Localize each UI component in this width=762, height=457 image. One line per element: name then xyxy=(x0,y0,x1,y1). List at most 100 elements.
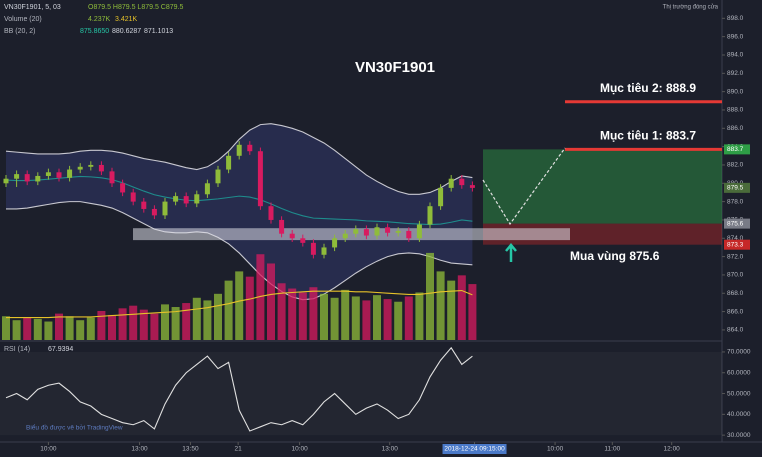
x-tick-label: 13:50 xyxy=(182,446,199,453)
volume-bar xyxy=(139,309,148,340)
x-tick-label: 10:00 xyxy=(291,446,308,453)
candle-body xyxy=(45,172,51,176)
y-tick-label: 872.0 xyxy=(727,253,744,260)
volume-bar xyxy=(97,310,106,340)
candle-body xyxy=(24,174,30,182)
candle-body xyxy=(35,175,41,182)
volume-bar xyxy=(447,280,456,340)
volume-bar xyxy=(309,287,318,340)
volume-bar xyxy=(277,283,286,340)
candle-body xyxy=(183,196,189,204)
candle-body xyxy=(342,233,348,239)
candle-body xyxy=(448,178,454,188)
volume-bar xyxy=(245,276,254,340)
volume-bar xyxy=(203,300,212,340)
y-tick-label: 888.0 xyxy=(727,107,744,114)
bb-upper-last: 880.6287 xyxy=(112,28,141,35)
y-tick-label: 890.0 xyxy=(727,88,744,95)
y-tick-label: 870.0 xyxy=(727,272,744,279)
candle-body xyxy=(98,164,104,172)
candle-body xyxy=(438,187,444,207)
volume-bar xyxy=(129,305,138,340)
candle-body xyxy=(162,201,168,216)
ohlc-header: O879.5 H879.5 L879.5 C879.5 xyxy=(88,4,183,11)
price-label-box xyxy=(724,144,750,155)
candle-body xyxy=(279,219,285,234)
candle-body xyxy=(385,227,391,233)
candle-body xyxy=(215,169,221,184)
rsi-header: RSI (14) xyxy=(4,346,30,353)
buy-arrow xyxy=(505,243,517,262)
candle-body xyxy=(300,238,306,243)
volume-bar xyxy=(362,300,371,340)
y-tick-label: 868.0 xyxy=(727,290,744,297)
projection-line xyxy=(482,147,566,226)
candle-body xyxy=(226,155,232,170)
volume-bar xyxy=(23,317,32,340)
rsi-band xyxy=(0,352,722,435)
volume-bar xyxy=(341,289,350,340)
candle-body xyxy=(204,183,210,195)
volume-bar xyxy=(404,296,413,340)
volume-bar xyxy=(330,297,339,340)
y-tick-label: 878.0 xyxy=(727,198,744,205)
x-tick-label: 13:00 xyxy=(382,446,399,453)
x-tick-label: 12:00 xyxy=(664,446,681,453)
volume-bar xyxy=(298,292,307,340)
target-label: Mục tiêu 1: 883.7 xyxy=(600,129,696,143)
price-label-box xyxy=(724,218,750,229)
bb-header: BB (20, 2) xyxy=(4,28,36,35)
volume-header: Volume (20) xyxy=(4,16,42,23)
candle-body xyxy=(268,206,274,220)
candle-body xyxy=(459,178,465,186)
candle-body xyxy=(56,172,62,178)
volume-bar xyxy=(182,303,191,340)
volume-bar xyxy=(320,293,328,340)
volume-bar xyxy=(76,320,85,340)
price-label-box xyxy=(724,182,750,193)
price-label: 873.3 xyxy=(727,241,744,248)
rsi-tick-label: 70.0000 xyxy=(727,349,751,356)
candle-body xyxy=(332,238,338,248)
candle-body xyxy=(194,194,200,204)
volume-bar xyxy=(86,317,95,340)
volume-bar xyxy=(171,307,180,340)
volume-bar xyxy=(2,316,10,340)
market-status: Thị trường đóng cửa xyxy=(663,4,719,11)
volume-bar xyxy=(192,297,201,340)
volume-ma-last: 3.421K xyxy=(115,16,138,23)
bb-last: 875.8650 xyxy=(80,28,109,35)
candle-body xyxy=(88,164,94,167)
x-highlight xyxy=(442,444,507,454)
rsi-tick-label: 30.0000 xyxy=(727,432,751,439)
y-tick-label: 898.0 xyxy=(727,15,744,22)
candle-body xyxy=(14,174,20,179)
bb-upper xyxy=(5,123,473,195)
volume-bar xyxy=(267,263,275,340)
price-label: 879.5 xyxy=(727,185,744,192)
candle-body xyxy=(353,229,359,234)
candle-body xyxy=(427,206,433,225)
y-tick-label: 892.0 xyxy=(727,70,744,77)
price-label: 883.7 xyxy=(727,146,744,153)
symbol-header: VN30F1901, 5, 03 xyxy=(4,4,61,11)
y-tick-label: 882.0 xyxy=(727,162,744,169)
rsi-line xyxy=(5,346,473,432)
volume-ma xyxy=(6,289,473,319)
bb-middle xyxy=(5,175,473,226)
volume-bar xyxy=(394,301,403,340)
credit: Biểu đồ được vẽ bởi TradingView xyxy=(26,423,123,432)
volume-bar xyxy=(235,271,244,340)
y-tick-label: 896.0 xyxy=(727,33,744,40)
candle-body xyxy=(469,185,475,188)
x-tick-label: 10:00 xyxy=(40,446,57,453)
volume-bar xyxy=(415,292,424,340)
volume-bar xyxy=(351,296,360,340)
bb-fill xyxy=(6,123,473,300)
volume-bar xyxy=(161,304,169,340)
volume-last: 4.237K xyxy=(88,16,111,23)
volume-bar xyxy=(12,320,21,340)
volume-bar xyxy=(468,284,477,340)
y-tick-label: 874.0 xyxy=(727,235,744,242)
